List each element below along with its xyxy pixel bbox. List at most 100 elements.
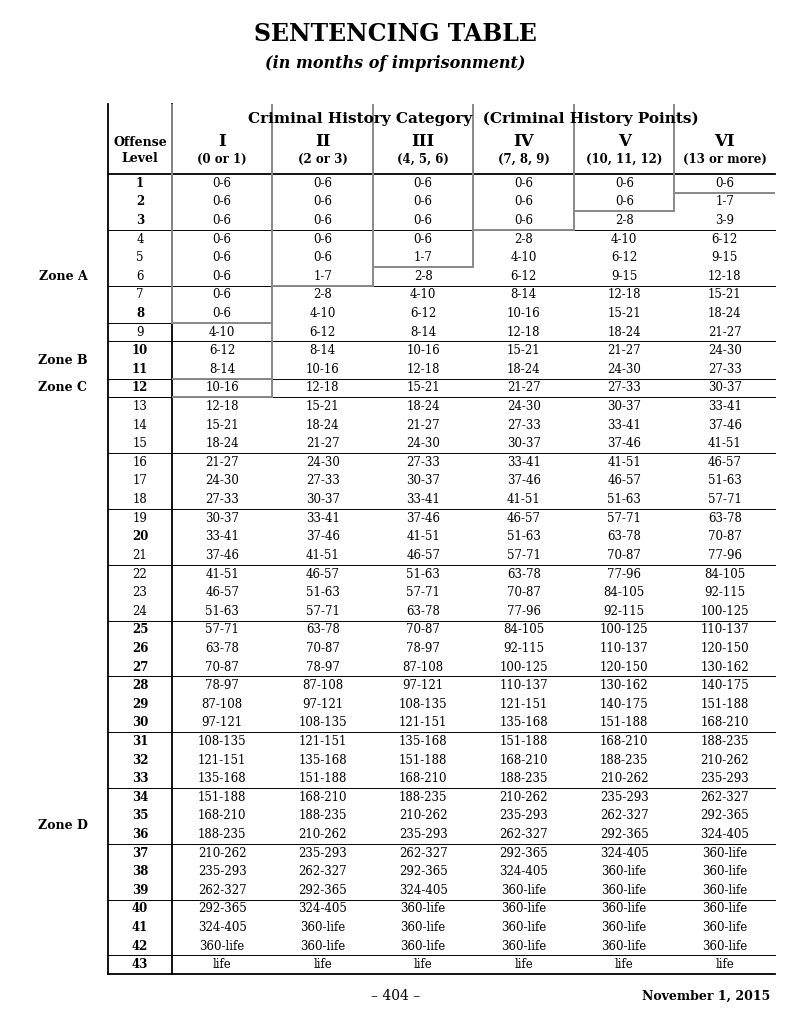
Text: 63-78: 63-78 (507, 567, 541, 581)
Text: 292-365: 292-365 (600, 828, 649, 841)
Text: life: life (615, 958, 634, 971)
Text: 37-46: 37-46 (407, 512, 441, 524)
Text: 100-125: 100-125 (600, 624, 649, 636)
Text: 4-10: 4-10 (611, 232, 638, 246)
Text: 63-78: 63-78 (407, 605, 440, 617)
Text: 168-210: 168-210 (298, 791, 347, 804)
Text: 21-27: 21-27 (407, 419, 440, 432)
Text: 15-21: 15-21 (206, 419, 239, 432)
Text: 24-30: 24-30 (306, 456, 339, 469)
Text: 11: 11 (132, 362, 148, 376)
Text: 16: 16 (133, 456, 147, 469)
Text: 15-21: 15-21 (507, 344, 540, 357)
Text: 292-365: 292-365 (298, 884, 347, 897)
Text: 92-115: 92-115 (704, 586, 745, 599)
Text: 63-78: 63-78 (607, 530, 642, 544)
Text: 97-121: 97-121 (302, 697, 343, 711)
Text: 27: 27 (132, 660, 148, 674)
Text: 43: 43 (132, 958, 148, 971)
Text: 360-life: 360-life (400, 902, 446, 915)
Text: 21-27: 21-27 (306, 437, 339, 451)
Text: 24-30: 24-30 (407, 437, 440, 451)
Text: 51-63: 51-63 (407, 567, 440, 581)
Text: I: I (218, 133, 226, 151)
Text: 18-24: 18-24 (708, 307, 742, 321)
Text: Zone B: Zone B (38, 353, 88, 367)
Text: 78-97: 78-97 (206, 679, 239, 692)
Text: 0-6: 0-6 (313, 214, 332, 227)
Text: Zone C: Zone C (39, 382, 88, 394)
Text: 121-151: 121-151 (198, 754, 247, 767)
Text: 97-121: 97-121 (403, 679, 444, 692)
Text: 70-87: 70-87 (206, 660, 239, 674)
Text: 10-16: 10-16 (306, 362, 339, 376)
Text: 8-14: 8-14 (410, 326, 437, 339)
Text: 360-life: 360-life (602, 921, 647, 934)
Text: 360-life: 360-life (501, 884, 547, 897)
Text: 15-21: 15-21 (407, 382, 440, 394)
Text: 33-41: 33-41 (708, 400, 742, 413)
Text: 3: 3 (136, 214, 144, 227)
Text: 100-125: 100-125 (499, 660, 548, 674)
Text: 188-235: 188-235 (600, 754, 649, 767)
Text: 1-7: 1-7 (715, 196, 734, 209)
Text: 0-6: 0-6 (313, 196, 332, 209)
Text: 135-168: 135-168 (499, 717, 548, 729)
Text: 3-9: 3-9 (715, 214, 734, 227)
Text: 46-57: 46-57 (507, 512, 541, 524)
Text: 8-14: 8-14 (209, 362, 236, 376)
Text: 110-137: 110-137 (600, 642, 649, 655)
Text: II: II (315, 133, 331, 151)
Text: 130-162: 130-162 (600, 679, 649, 692)
Text: 0-6: 0-6 (313, 177, 332, 189)
Text: 31: 31 (132, 735, 148, 748)
Text: 188-235: 188-235 (198, 828, 247, 841)
Text: 38: 38 (132, 865, 148, 879)
Text: 292-365: 292-365 (700, 809, 749, 822)
Text: 188-235: 188-235 (701, 735, 749, 748)
Text: 92-115: 92-115 (604, 605, 645, 617)
Text: 0-6: 0-6 (514, 177, 533, 189)
Text: 360-life: 360-life (702, 902, 747, 915)
Text: 24-30: 24-30 (206, 474, 239, 487)
Text: 235-293: 235-293 (198, 865, 247, 879)
Text: 262-327: 262-327 (399, 847, 448, 859)
Text: 57-71: 57-71 (708, 494, 742, 506)
Text: 168-210: 168-210 (701, 717, 749, 729)
Text: 77-96: 77-96 (507, 605, 541, 617)
Text: 42: 42 (132, 940, 148, 952)
Text: 0-6: 0-6 (715, 177, 734, 189)
Text: 51-63: 51-63 (306, 586, 339, 599)
Text: 0-6: 0-6 (313, 232, 332, 246)
Text: 324-405: 324-405 (499, 865, 548, 879)
Text: Offense: Offense (113, 135, 167, 148)
Text: 360-life: 360-life (702, 865, 747, 879)
Text: 12: 12 (132, 382, 148, 394)
Text: 360-life: 360-life (602, 902, 647, 915)
Text: 51-63: 51-63 (708, 474, 742, 487)
Text: 57-71: 57-71 (306, 605, 339, 617)
Text: 21: 21 (133, 549, 147, 562)
Text: 19: 19 (133, 512, 147, 524)
Text: 168-210: 168-210 (499, 754, 548, 767)
Text: 2-8: 2-8 (514, 232, 533, 246)
Text: (4, 5, 6): (4, 5, 6) (397, 153, 449, 166)
Text: 0-6: 0-6 (313, 251, 332, 264)
Text: 30-37: 30-37 (306, 494, 340, 506)
Text: 262-327: 262-327 (600, 809, 649, 822)
Text: 135-168: 135-168 (399, 735, 448, 748)
Text: 262-327: 262-327 (499, 828, 548, 841)
Text: 57-71: 57-71 (607, 512, 642, 524)
Text: 14: 14 (133, 419, 147, 432)
Text: 140-175: 140-175 (600, 697, 649, 711)
Text: 324-405: 324-405 (399, 884, 448, 897)
Text: 87-108: 87-108 (403, 660, 444, 674)
Text: 2-8: 2-8 (313, 289, 332, 301)
Text: 46-57: 46-57 (205, 586, 239, 599)
Text: 262-327: 262-327 (198, 884, 247, 897)
Text: 6: 6 (136, 270, 144, 283)
Text: 120-150: 120-150 (701, 642, 749, 655)
Text: 77-96: 77-96 (708, 549, 742, 562)
Text: 10: 10 (132, 344, 148, 357)
Text: 27-33: 27-33 (607, 382, 642, 394)
